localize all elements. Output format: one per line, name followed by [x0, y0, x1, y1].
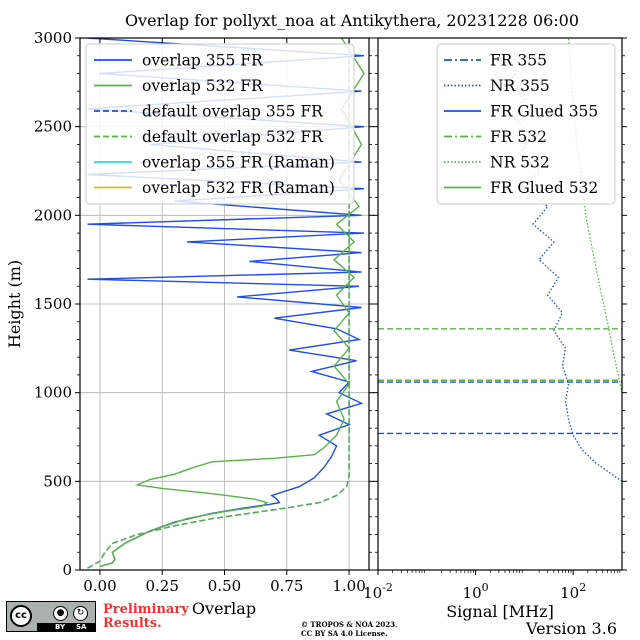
left-legend-label-1: overlap 532 FR — [142, 77, 264, 95]
left-legend-label-3: default overlap 532 FR — [142, 128, 324, 146]
left-xtick-label-4: 1.00 — [332, 577, 365, 595]
right-xlabel: Signal [MHz] — [446, 602, 554, 621]
cc-by-label: BY — [55, 623, 66, 631]
left-ytick-label-1: 500 — [43, 472, 72, 490]
left-xtick-label-1: 0.25 — [146, 577, 179, 595]
left-ylabel: Height (m) — [5, 260, 24, 348]
left-legend: overlap 355 FR overlap 532 FR default over… — [85, 43, 355, 205]
copyright-note: © TROPOS & NOA 2023. CC BY SA 4.0 Licens… — [301, 620, 397, 638]
right-xtick-label-0: 10-2 — [363, 581, 393, 602]
left-ytick-label-2: 1000 — [34, 384, 72, 402]
right-series-line-4 — [567, 38, 622, 393]
left-ytick-label-6: 3000 — [34, 29, 72, 47]
right-series — [378, 38, 622, 482]
right-legend-box — [436, 43, 616, 205]
right-xtick-label-2: 102 — [560, 581, 586, 602]
left-panel: 0.00 0.25 0.50 0.75 1.00 0 500 1000 1500 2000 2500… — [5, 29, 374, 618]
copyright-line-2: CC BY SA 4.0 License. — [301, 629, 388, 638]
cc-sa-label: SA — [76, 623, 87, 631]
right-xtick-label-1: 100 — [463, 581, 489, 602]
left-ytick-label-3: 1500 — [34, 295, 72, 313]
left-legend-box — [85, 43, 355, 205]
preliminary-note: Preliminary Results. — [103, 603, 189, 631]
left-legend-label-2: default overlap 355 FR — [142, 103, 324, 121]
right-legend-label-4: NR 532 — [490, 154, 550, 172]
attribution-icon: ● — [53, 606, 68, 621]
left-ytick-label-4: 2000 — [34, 206, 72, 224]
left-series-line-3 — [87, 38, 350, 569]
left-series-line-1 — [99, 38, 365, 568]
right-series-line-1 — [504, 46, 622, 482]
left-xlabel: Overlap — [192, 599, 256, 618]
copyright-line-1: © TROPOS & NOA 2023. — [301, 620, 398, 629]
cc-label-bar — [37, 623, 95, 631]
preliminary-line-1: Preliminary — [103, 602, 189, 617]
right-legend-label-1: NR 355 — [490, 77, 550, 95]
preliminary-line-2: Results. — [103, 616, 162, 631]
left-legend-label-0: overlap 355 FR — [142, 52, 264, 70]
left-xtick-label-3: 0.75 — [270, 577, 303, 595]
figure-title: Overlap for pollyxt_noa at Antikythera, … — [125, 11, 579, 30]
left-legend-label-4: overlap 355 FR (Raman) — [142, 154, 335, 172]
right-legend-label-0: FR 355 — [490, 52, 547, 70]
left-ticks: 0.00 0.25 0.50 0.75 1.00 0 500 1000 1500 2000 2500… — [34, 29, 374, 595]
right-legend-label-5: FR Glued 532 — [490, 179, 598, 197]
right-legend: FR 355 NR 355 FR Glued 355 FR 532 NR 532 FR G… — [436, 43, 616, 205]
cc-license-logo: cc ● ↻ BY SA — [6, 601, 96, 632]
version-label: Version 3.6 — [526, 619, 617, 638]
left-ytick-label-0: 0 — [62, 561, 72, 579]
share-alike-icon: ↻ — [73, 606, 88, 621]
right-panel: 10-2 100 102 Signal [MHz] FR 355 NR 355 FR G… — [363, 37, 627, 621]
left-xtick-label-0: 0.00 — [83, 577, 116, 595]
left-ytick-label-5: 2500 — [34, 118, 72, 136]
right-legend-label-3: FR 532 — [490, 128, 547, 146]
right-legend-label-2: FR Glued 355 — [490, 103, 598, 121]
left-legend-label-5: overlap 532 FR (Raman) — [142, 179, 335, 197]
left-xtick-label-2: 0.50 — [208, 577, 241, 595]
creative-commons-icon: cc — [10, 605, 32, 627]
